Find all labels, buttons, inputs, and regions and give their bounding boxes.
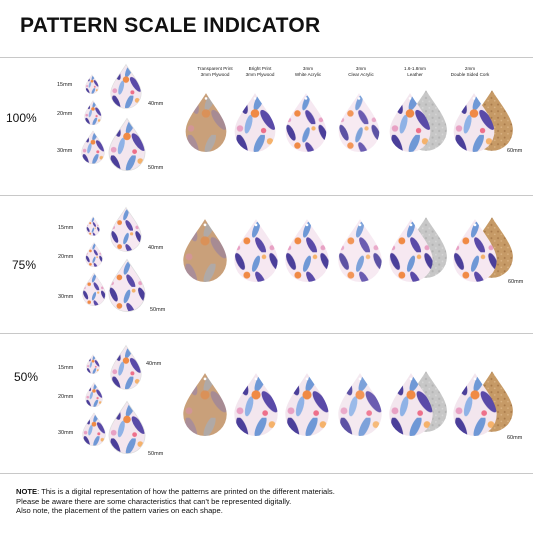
teardrop-plywood-transparent [183,373,227,436]
scale-label: 100% [6,111,37,125]
teardrop-50mm [108,117,146,171]
teardrop-30mm [82,272,106,306]
teardrop-plywood-transparent [185,93,227,152]
size-label: 60mm [507,148,523,154]
teardrop-50mm [108,258,146,312]
scale-label: 75% [12,258,37,272]
size-label: 20mm [57,111,73,117]
scale-label: 50% [14,370,39,384]
size-label: 15mm [57,82,73,88]
size-label: 20mm [58,394,74,400]
teardrop-clear-acrylic [338,93,380,152]
size-label: 60mm [508,279,524,285]
teardrop-20mm [85,242,103,267]
teardrop-white-acrylic [285,93,327,152]
material-header: 3mm White Acrylic [294,66,322,77]
teardrop-plywood-transparent [183,219,227,282]
page-title: PATTERN SCALE INDICATOR [20,14,321,37]
teardrop-leather-front [389,93,431,152]
teardrop-white-acrylic [285,219,329,282]
material-header: 2mm Double Sided Cork [450,66,490,77]
size-label: 40mm [146,361,162,367]
size-label: 40mm [148,245,164,251]
teardrop-40mm [110,206,142,252]
scale-section-75: 75% 15mm 20mm 30mm 40mm 50mm 60mm [0,196,533,336]
note-line-3: Also note, the placement of the pattern … [16,506,223,516]
teardrop-cork-front [453,93,495,152]
divider-top [0,57,533,58]
teardrop-30mm [82,412,106,446]
divider-middle [0,195,533,196]
disclaimer-note: NOTE: This is a digital representation o… [16,487,526,516]
teardrop-clear-acrylic [338,373,382,436]
size-label: 15mm [58,225,74,231]
size-label: 40mm [148,101,164,107]
teardrop-cork-front [453,373,497,436]
teardrop-white-acrylic [285,373,329,436]
size-label: 30mm [57,148,73,154]
teardrop-leather-front [389,219,433,282]
note-label: NOTE [16,487,38,496]
teardrop-50mm [108,400,146,454]
teardrop-clear-acrylic [338,219,382,282]
teardrop-20mm [84,100,102,125]
material-header: Transparent Print 3mm Plywood [197,66,233,77]
teardrop-plywood-bright [234,373,278,436]
size-label: 15mm [58,365,74,371]
teardrop-plywood-bright [234,219,278,282]
note-line-1: : This is a digital representation of ho… [37,487,335,496]
size-label: 50mm [150,307,166,313]
material-header: 3mm Clear Acrylic [348,66,374,77]
teardrop-15mm [85,74,99,94]
teardrop-leather-front [389,373,433,436]
material-header: Bright Print 3mm Plywood [245,66,275,77]
teardrop-40mm [110,344,142,390]
teardrop-40mm [110,63,142,109]
size-label: 30mm [58,294,74,300]
teardrop-20mm [85,382,103,407]
teardrop-cork-front [453,219,497,282]
teardrop-plywood-bright [234,93,276,152]
size-label: 30mm [58,430,74,436]
teardrop-30mm [81,130,105,164]
teardrop-15mm [86,216,100,236]
scale-section-50: 50% 15mm 20mm 30mm 40mm 50mm 60mm [0,334,533,474]
teardrop-15mm [86,354,100,374]
size-label: 50mm [148,451,164,457]
divider-lower [0,333,533,334]
scale-section-100: 100% 15mm 20mm 30mm 40mm 50mm 60mm [0,57,533,197]
divider-bottom [0,473,533,474]
size-label: 60mm [507,435,523,441]
note-line-2: Please be aware there are some character… [16,496,292,506]
material-header: 1.6-1.8mm Leather [404,66,426,77]
size-label: 50mm [148,165,164,171]
size-label: 20mm [58,254,74,260]
